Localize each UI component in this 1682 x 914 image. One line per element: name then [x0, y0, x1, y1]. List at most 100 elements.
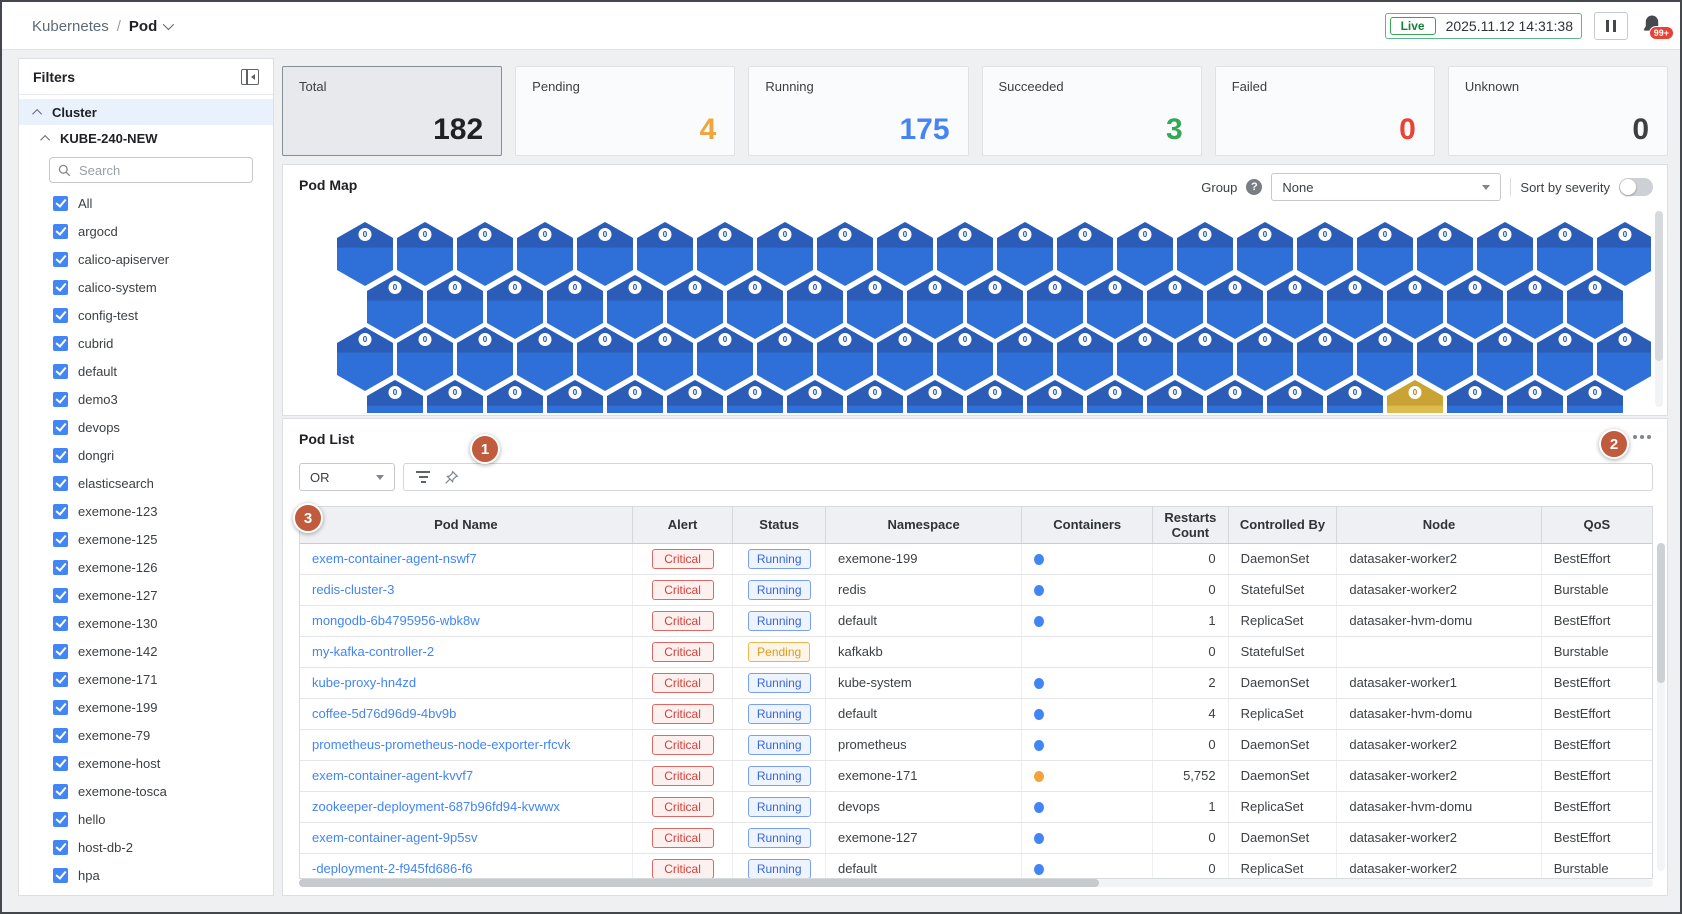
namespace-filter-item[interactable]: exemone-126: [19, 553, 273, 581]
pod-hexagon[interactable]: 0: [997, 327, 1053, 391]
pod-hexagon[interactable]: 0: [1057, 222, 1113, 286]
status-badge[interactable]: Running: [747, 858, 811, 878]
filter-input-bar[interactable]: [403, 463, 1653, 491]
pod-hexagon[interactable]: 0: [517, 222, 573, 286]
pod-name-link[interactable]: exem-container-agent-kvvf7: [312, 768, 474, 783]
namespace-filter-item[interactable]: exemone-142: [19, 637, 273, 665]
checkbox-checked-icon[interactable]: [53, 279, 68, 295]
namespace-filter-item[interactable]: exemone-127: [19, 581, 273, 609]
checkbox-checked-icon[interactable]: [53, 363, 68, 379]
pod-hexagon[interactable]: 0: [1207, 275, 1263, 339]
checkbox-checked-icon[interactable]: [53, 503, 68, 519]
pod-hexagon[interactable]: 0: [367, 275, 423, 339]
pod-hexagon[interactable]: 0: [1327, 275, 1383, 339]
pod-hexagon[interactable]: 0: [1057, 327, 1113, 391]
alert-badge[interactable]: Critical: [651, 548, 714, 569]
pod-hexagon[interactable]: 0: [817, 222, 873, 286]
pod-hexagon[interactable]: 0: [1117, 222, 1173, 286]
pod-hexagon[interactable]: 0: [1477, 327, 1533, 391]
checkbox-checked-icon[interactable]: [53, 307, 68, 323]
checkbox-checked-icon[interactable]: [53, 391, 68, 407]
help-icon[interactable]: ?: [1246, 179, 1263, 195]
checkbox-checked-icon[interactable]: [53, 671, 68, 687]
checkbox-checked-icon[interactable]: [53, 195, 68, 211]
pod-hexagon[interactable]: 0: [1567, 275, 1623, 339]
namespace-filter-item[interactable]: exemone-host: [19, 749, 273, 777]
pod-hexagon[interactable]: 0: [487, 275, 543, 339]
breadcrumb-root[interactable]: Kubernetes: [32, 17, 109, 35]
pod-hexagon[interactable]: 0: [1237, 327, 1293, 391]
checkbox-checked-icon[interactable]: [53, 896, 68, 897]
namespace-filter-item[interactable]: All: [19, 189, 273, 217]
pod-name-link[interactable]: exem-container-agent-9p5sv: [312, 830, 478, 845]
namespace-filter-item[interactable]: dongri: [19, 441, 273, 469]
checkbox-checked-icon[interactable]: [53, 475, 68, 491]
column-header-alert[interactable]: Alert: [632, 507, 734, 544]
status-badge[interactable]: Running: [747, 579, 811, 600]
checkbox-checked-icon[interactable]: [53, 755, 68, 771]
pod-name-link[interactable]: zookeeper-deployment-687b96fd94-kvwwx: [312, 799, 560, 814]
collapse-panel-icon[interactable]: [241, 68, 259, 85]
pod-hexagon[interactable]: 0: [637, 222, 693, 286]
pod-name-link[interactable]: kube-proxy-hn4zd: [312, 675, 417, 690]
status-badge[interactable]: Running: [747, 734, 811, 755]
pod-hexagon[interactable]: 0: [1387, 275, 1443, 339]
pod-hexagon[interactable]: 0: [397, 222, 453, 286]
breadcrumb-current[interactable]: Pod: [129, 18, 175, 35]
namespace-filter-item[interactable]: hello: [19, 805, 273, 833]
namespace-filter-item[interactable]: cubrid: [19, 329, 273, 357]
alert-badge[interactable]: Critical: [651, 641, 714, 662]
pod-hexagon[interactable]: 0: [1297, 222, 1353, 286]
status-card-unknown[interactable]: Unknown 0: [1447, 66, 1669, 156]
status-badge[interactable]: Pending: [748, 641, 811, 662]
pod-hexagon[interactable]: 0: [727, 275, 783, 339]
alert-badge[interactable]: Critical: [651, 858, 714, 878]
namespace-filter-item[interactable]: exemone-123: [19, 497, 273, 525]
pod-hexagon[interactable]: 0: [1027, 275, 1083, 339]
notifications-button[interactable]: 99+: [1640, 12, 1674, 40]
pod-hexagon[interactable]: 0: [1597, 222, 1651, 286]
checkbox-checked-icon[interactable]: [53, 251, 68, 267]
search-input[interactable]: [79, 162, 219, 178]
pod-hexagon[interactable]: 0: [667, 275, 723, 339]
pod-hexagon[interactable]: 0: [997, 222, 1053, 286]
pod-hexagon[interactable]: 0: [1297, 327, 1353, 391]
pod-hexagon[interactable]: 0: [1417, 327, 1473, 391]
alert-badge[interactable]: Critical: [651, 579, 714, 600]
pod-hexagon[interactable]: 0: [1357, 327, 1413, 391]
status-card-succeeded[interactable]: Succeeded 3: [981, 66, 1202, 156]
filter-icon[interactable]: [416, 471, 430, 483]
column-header-node[interactable]: Node: [1336, 507, 1542, 544]
checkbox-checked-icon[interactable]: [53, 223, 68, 239]
pod-hexagon[interactable]: 0: [577, 327, 633, 391]
pod-hexagon[interactable]: 0: [847, 275, 903, 339]
pod-hexagon[interactable]: 0: [1177, 327, 1233, 391]
checkbox-checked-icon[interactable]: [53, 447, 68, 463]
pod-hexagon[interactable]: 0: [757, 327, 813, 391]
status-card-total[interactable]: Total 182: [282, 66, 503, 156]
pod-hexagon[interactable]: 0: [1537, 327, 1593, 391]
pod-hexagon[interactable]: 0: [1267, 275, 1323, 339]
column-header-containers[interactable]: Containers: [1021, 507, 1154, 544]
pod-hexagon[interactable]: 0: [577, 222, 633, 286]
status-badge[interactable]: Running: [747, 827, 811, 848]
column-header-restarts-count[interactable]: Restarts Count: [1152, 507, 1229, 544]
alert-badge[interactable]: Critical: [651, 672, 714, 693]
pod-hexagon[interactable]: 0: [1177, 222, 1233, 286]
pod-name-link[interactable]: -deployment-2-f945fd686-f6: [312, 861, 473, 876]
checkbox-checked-icon[interactable]: [53, 727, 68, 743]
checkbox-checked-icon[interactable]: [53, 699, 68, 715]
checkbox-checked-icon[interactable]: [53, 615, 68, 631]
pod-name-link[interactable]: prometheus-prometheus-node-exporter-rfcv…: [312, 737, 571, 752]
pod-hexagon[interactable]: 0: [1357, 222, 1413, 286]
tree-node-cluster-name[interactable]: KUBE-240-NEW: [19, 125, 273, 151]
checkbox-checked-icon[interactable]: [53, 587, 68, 603]
namespace-filter-item[interactable]: exemone-tosca: [19, 777, 273, 805]
tree-node-cluster[interactable]: Cluster: [19, 99, 273, 125]
status-badge[interactable]: Running: [747, 765, 811, 786]
status-badge[interactable]: Running: [747, 796, 811, 817]
pod-name-link[interactable]: exem-container-agent-nswf7: [312, 551, 477, 566]
checkbox-checked-icon[interactable]: [53, 643, 68, 659]
namespace-filter-item[interactable]: exemone-130: [19, 609, 273, 637]
namespace-filter-item[interactable]: host-db-2: [19, 833, 273, 861]
